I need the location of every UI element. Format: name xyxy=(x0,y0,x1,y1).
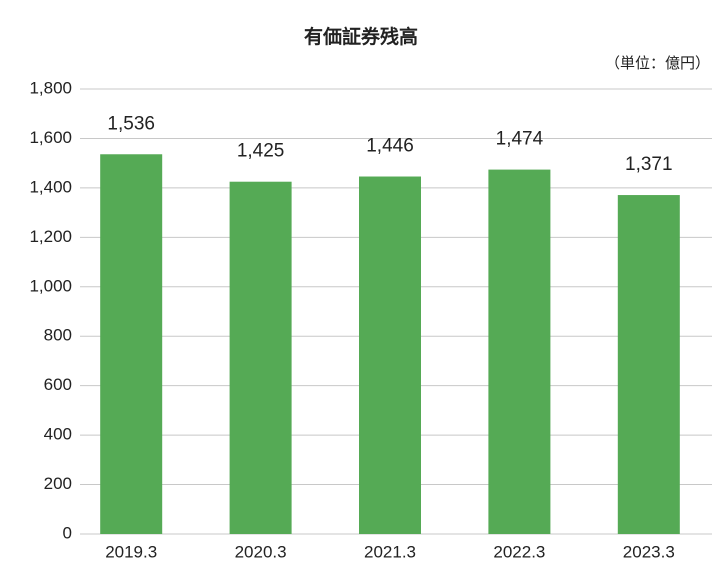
value-label: 1,425 xyxy=(237,141,285,162)
y-tick-label: 1,600 xyxy=(29,128,72,147)
chart-title: 有価証券残高 xyxy=(304,25,418,48)
y-tick-label: 400 xyxy=(44,425,72,444)
bar xyxy=(229,181,292,535)
y-tick-label: 1,200 xyxy=(29,227,72,246)
bar xyxy=(100,154,163,534)
x-tick-label: 2020.3 xyxy=(235,542,287,561)
x-tick-label: 2019.3 xyxy=(105,542,157,561)
x-tick-label: 2022.3 xyxy=(493,542,545,561)
value-label: 1,446 xyxy=(366,136,414,157)
y-tick-label: 200 xyxy=(44,474,72,493)
y-tick-label: 1,000 xyxy=(29,276,72,295)
y-tick-label: 1,800 xyxy=(29,78,72,97)
x-tick-label: 2021.3 xyxy=(364,542,416,561)
bar xyxy=(488,169,551,534)
y-tick-label: 0 xyxy=(63,523,72,542)
y-tick-label: 800 xyxy=(44,326,72,345)
value-label: 1,371 xyxy=(625,154,673,175)
y-tick-label: 600 xyxy=(44,375,72,394)
value-label: 1,474 xyxy=(496,129,544,150)
bar xyxy=(617,195,680,534)
bar xyxy=(359,176,421,534)
value-label: 1,536 xyxy=(107,113,155,134)
y-tick-label: 1,400 xyxy=(29,177,72,196)
unit-label: （単位：億円） xyxy=(605,55,710,72)
x-tick-label: 2023.3 xyxy=(623,542,675,561)
